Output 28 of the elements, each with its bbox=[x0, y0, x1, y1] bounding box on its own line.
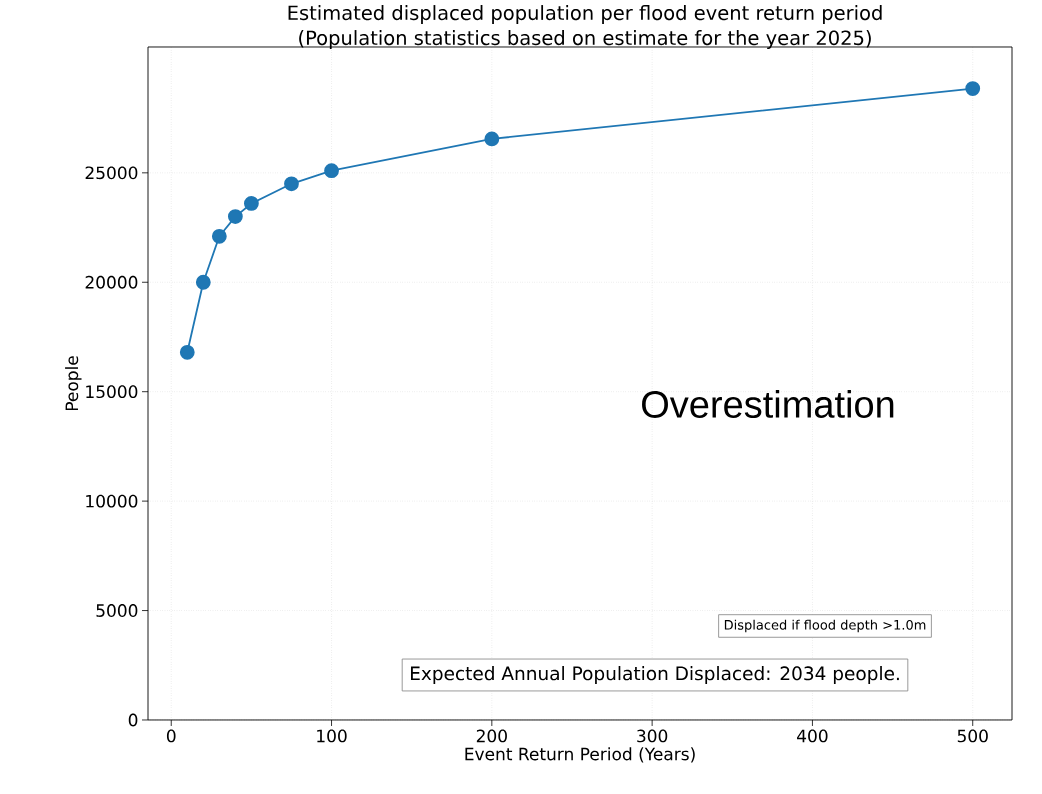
point bbox=[211, 228, 227, 244]
x-tick-label: 0 bbox=[166, 729, 176, 743]
x-tick-label: 100 bbox=[317, 729, 347, 743]
point bbox=[244, 196, 259, 211]
annotation: Expected Annual Population Displaced: 2034 people. bbox=[411, 666, 899, 684]
point bbox=[324, 163, 339, 179]
point bbox=[227, 209, 243, 224]
point bbox=[484, 131, 500, 147]
x-tick-label: 300 bbox=[637, 729, 668, 743]
x-tick-label: 400 bbox=[797, 729, 828, 743]
y-axis-title: People bbox=[65, 356, 82, 411]
y-tick-label: 0 bbox=[128, 713, 138, 727]
y-tick-label: 15000 bbox=[86, 385, 138, 399]
y-tick-label: 10000 bbox=[86, 494, 138, 508]
point bbox=[179, 344, 195, 360]
y-tick-label: 25000 bbox=[85, 166, 138, 180]
chart-title: Estimated displaced population per flood event return period bbox=[288, 5, 882, 24]
x-tick-label: 200 bbox=[476, 729, 507, 743]
point bbox=[195, 274, 211, 290]
point bbox=[284, 176, 299, 192]
annotation: Overestimation bbox=[642, 390, 894, 418]
y-tick-label: 20000 bbox=[85, 275, 138, 289]
x-axis-title: Event Return Period (Years) bbox=[465, 747, 695, 763]
x-tick-label: 500 bbox=[957, 729, 988, 743]
point bbox=[965, 81, 981, 96]
y-tick-label: 5000 bbox=[96, 604, 138, 617]
chart-subtitle: (Population statistics based on estimate for the year 2025) bbox=[299, 30, 871, 49]
annotation: Displaced if flood depth >1.0m bbox=[724, 619, 926, 633]
